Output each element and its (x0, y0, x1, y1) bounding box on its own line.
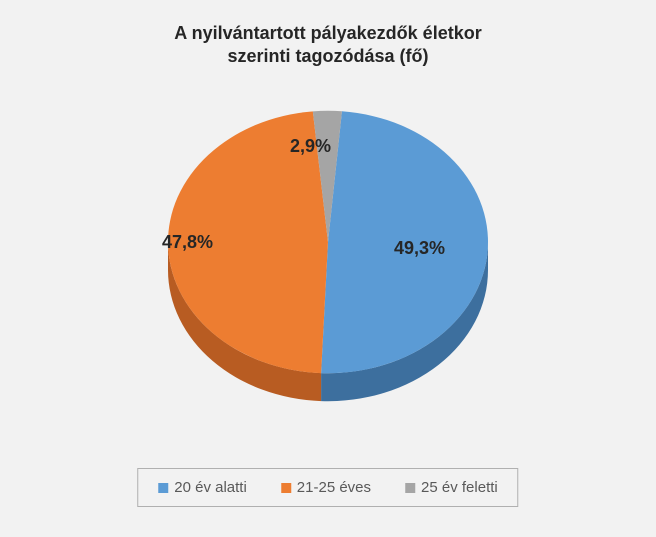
legend-item-0: 20 év alatti (158, 479, 247, 496)
pie-chart-figure: A nyilvántartott pályakezdők életkor sze… (0, 0, 656, 537)
chart-title-line2: szerinti tagozódása (fő) (227, 46, 428, 66)
chart-legend: 20 év alatti 21-25 éves 25 év feletti (137, 468, 518, 507)
slice-label-2: 2,9% (290, 136, 331, 157)
pie-plot-area (0, 82, 656, 422)
chart-title-line1: A nyilvántartott pályakezdők életkor (174, 23, 481, 43)
chart-title: A nyilvántartott pályakezdők életkor sze… (0, 22, 656, 69)
legend-swatch-1 (281, 483, 291, 493)
legend-label-1: 21-25 éves (297, 479, 371, 496)
slice-label-1: 47,8% (162, 232, 213, 253)
slice-label-0: 49,3% (394, 238, 445, 259)
legend-swatch-0 (158, 483, 168, 493)
legend-item-2: 25 év feletti (405, 479, 498, 496)
legend-label-2: 25 év feletti (421, 479, 498, 496)
legend-item-1: 21-25 éves (281, 479, 371, 496)
legend-label-0: 20 év alatti (174, 479, 247, 496)
legend-swatch-2 (405, 483, 415, 493)
